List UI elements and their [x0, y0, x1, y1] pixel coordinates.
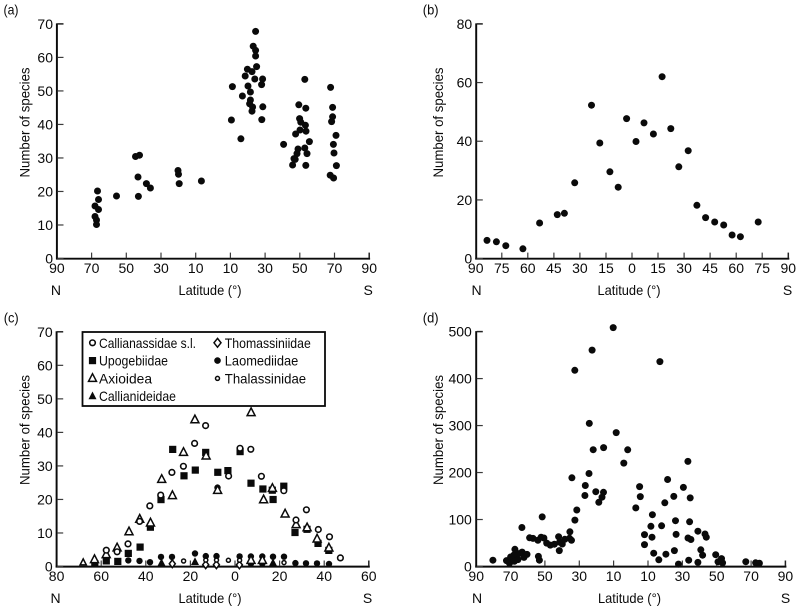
svg-text:30: 30	[675, 568, 691, 584]
svg-text:30: 30	[572, 568, 588, 584]
svg-text:400: 400	[448, 371, 472, 387]
svg-text:30: 30	[676, 260, 692, 276]
svg-text:50: 50	[119, 260, 135, 276]
svg-text:60: 60	[93, 568, 109, 584]
svg-text:Number of species: Number of species	[17, 375, 33, 485]
svg-text:Number of species: Number of species	[17, 68, 33, 178]
svg-text:500: 500	[448, 324, 472, 340]
svg-text:50: 50	[37, 83, 53, 99]
svg-text:Latitude (°): Latitude (°)	[598, 590, 661, 606]
svg-text:Number of species: Number of species	[430, 68, 446, 178]
svg-text:0: 0	[45, 559, 53, 575]
svg-text:Latitude (°): Latitude (°)	[179, 282, 242, 298]
svg-text:45: 45	[702, 260, 718, 276]
svg-text:Callianassidae s.l.: Callianassidae s.l.	[99, 335, 196, 351]
svg-text:10: 10	[188, 260, 204, 276]
svg-text:20: 20	[183, 568, 199, 584]
svg-text:100: 100	[448, 512, 472, 528]
svg-text:75: 75	[494, 260, 510, 276]
svg-text:30: 30	[37, 458, 53, 474]
svg-text:60: 60	[457, 75, 473, 91]
svg-text:70: 70	[327, 260, 343, 276]
svg-text:300: 300	[448, 418, 472, 434]
svg-text:Axioidea: Axioidea	[99, 370, 152, 386]
svg-text:60: 60	[361, 568, 377, 584]
svg-text:90: 90	[49, 260, 65, 276]
svg-text:10: 10	[37, 525, 53, 541]
svg-text:75: 75	[754, 260, 770, 276]
svg-text:10: 10	[606, 568, 622, 584]
svg-text:70: 70	[743, 568, 759, 584]
svg-text:Latitude (°): Latitude (°)	[179, 590, 242, 606]
svg-text:0: 0	[628, 260, 636, 276]
svg-text:15: 15	[650, 260, 666, 276]
svg-text:60: 60	[37, 49, 53, 65]
svg-text:80: 80	[49, 568, 65, 584]
svg-text:N: N	[51, 282, 61, 298]
svg-text:N: N	[51, 590, 61, 606]
svg-text:20: 20	[457, 192, 473, 208]
svg-text:10: 10	[640, 568, 656, 584]
svg-text:90: 90	[468, 260, 484, 276]
svg-text:(d): (d)	[423, 309, 439, 325]
svg-text:30: 30	[37, 150, 53, 166]
svg-text:Upogebiidae: Upogebiidae	[99, 353, 168, 369]
svg-text:90: 90	[781, 260, 797, 276]
svg-text:0: 0	[464, 251, 472, 267]
svg-text:90: 90	[778, 568, 794, 584]
svg-text:40: 40	[316, 568, 332, 584]
svg-text:15: 15	[598, 260, 614, 276]
svg-text:20: 20	[272, 568, 288, 584]
svg-text:60: 60	[520, 260, 536, 276]
svg-text:40: 40	[457, 133, 473, 149]
svg-text:20: 20	[37, 492, 53, 508]
svg-text:0: 0	[231, 568, 239, 584]
svg-text:40: 40	[37, 424, 53, 440]
svg-text:70: 70	[37, 16, 53, 32]
svg-text:0: 0	[464, 559, 472, 575]
svg-text:(b): (b)	[423, 1, 439, 17]
svg-text:50: 50	[709, 568, 725, 584]
svg-text:70: 70	[37, 324, 53, 340]
svg-text:60: 60	[37, 357, 53, 373]
svg-text:Number of species: Number of species	[430, 375, 446, 485]
svg-text:10: 10	[223, 260, 239, 276]
svg-text:Thomassiniidae: Thomassiniidae	[225, 335, 311, 351]
svg-text:30: 30	[257, 260, 273, 276]
svg-text:10: 10	[37, 217, 53, 233]
svg-text:40: 40	[138, 568, 154, 584]
svg-text:70: 70	[503, 568, 519, 584]
svg-text:Laomediidae: Laomediidae	[225, 353, 299, 369]
svg-text:30: 30	[153, 260, 169, 276]
svg-text:30: 30	[572, 260, 588, 276]
svg-text:S: S	[364, 282, 373, 298]
svg-text:70: 70	[84, 260, 100, 276]
svg-text:90: 90	[361, 260, 377, 276]
svg-text:N: N	[471, 282, 481, 298]
svg-text:20: 20	[37, 184, 53, 200]
svg-text:0: 0	[45, 251, 53, 267]
svg-text:S: S	[781, 590, 790, 606]
svg-text:45: 45	[546, 260, 562, 276]
svg-text:50: 50	[537, 568, 553, 584]
svg-text:50: 50	[37, 391, 53, 407]
svg-text:90: 90	[468, 568, 484, 584]
svg-text:S: S	[783, 282, 792, 298]
svg-text:40: 40	[37, 116, 53, 132]
svg-text:200: 200	[448, 465, 472, 481]
svg-text:(a): (a)	[4, 1, 19, 17]
svg-text:N: N	[472, 590, 482, 606]
svg-text:Callianideidae: Callianideidae	[99, 388, 176, 404]
svg-text:60: 60	[728, 260, 744, 276]
svg-text:80: 80	[457, 16, 473, 32]
svg-text:Thalassinidae: Thalassinidae	[225, 370, 306, 386]
svg-text:(c): (c)	[4, 309, 19, 325]
svg-text:S: S	[363, 590, 372, 606]
svg-text:50: 50	[292, 260, 308, 276]
svg-text:Latitude (°): Latitude (°)	[598, 282, 661, 298]
